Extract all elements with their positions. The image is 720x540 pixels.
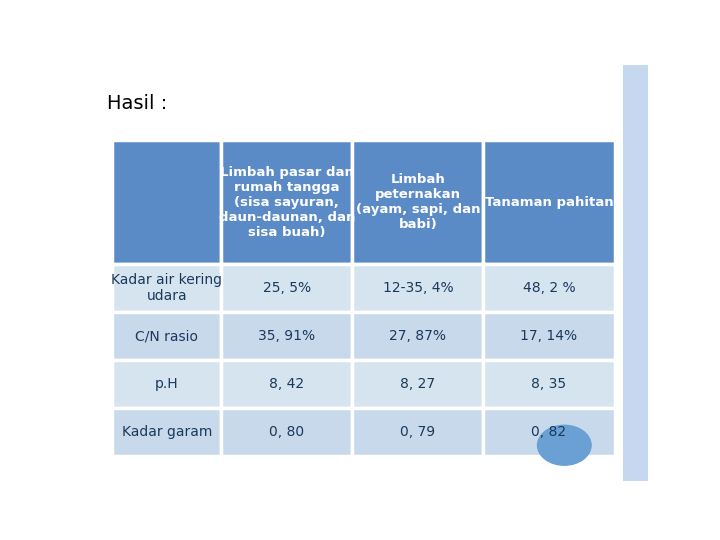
FancyBboxPatch shape: [352, 408, 483, 456]
Circle shape: [538, 426, 591, 465]
FancyBboxPatch shape: [221, 265, 352, 312]
Text: Hasil :: Hasil :: [107, 94, 167, 113]
FancyBboxPatch shape: [112, 408, 221, 456]
Text: 25, 5%: 25, 5%: [263, 281, 311, 295]
FancyBboxPatch shape: [483, 265, 615, 312]
FancyBboxPatch shape: [483, 140, 615, 265]
FancyBboxPatch shape: [221, 312, 352, 360]
Text: 8, 42: 8, 42: [269, 377, 305, 391]
FancyBboxPatch shape: [221, 140, 352, 265]
Text: 12-35, 4%: 12-35, 4%: [382, 281, 453, 295]
Text: 48, 2 %: 48, 2 %: [523, 281, 575, 295]
Text: Kadar air kering
udara: Kadar air kering udara: [111, 273, 222, 303]
Text: 27, 87%: 27, 87%: [390, 329, 446, 343]
Text: C/N rasio: C/N rasio: [135, 329, 198, 343]
FancyBboxPatch shape: [352, 312, 483, 360]
FancyBboxPatch shape: [352, 360, 483, 408]
FancyBboxPatch shape: [112, 312, 221, 360]
Text: 8, 35: 8, 35: [531, 377, 567, 391]
Text: Limbah
peternakan
(ayam, sapi, dan
babi): Limbah peternakan (ayam, sapi, dan babi): [356, 173, 480, 231]
Text: 17, 14%: 17, 14%: [521, 329, 577, 343]
FancyBboxPatch shape: [221, 360, 352, 408]
Text: 35, 91%: 35, 91%: [258, 329, 315, 343]
Text: Limbah pasar dan
rumah tangga
(sisa sayuran,
daun-daunan, dan
sisa buah): Limbah pasar dan rumah tangga (sisa sayu…: [218, 166, 355, 239]
Text: Kadar garam: Kadar garam: [122, 425, 212, 438]
FancyBboxPatch shape: [221, 408, 352, 456]
FancyBboxPatch shape: [112, 360, 221, 408]
Text: 0, 82: 0, 82: [531, 425, 567, 438]
FancyBboxPatch shape: [483, 408, 615, 456]
FancyBboxPatch shape: [112, 140, 221, 265]
FancyBboxPatch shape: [112, 265, 221, 312]
Text: p.H: p.H: [155, 377, 179, 391]
Text: 0, 79: 0, 79: [400, 425, 436, 438]
Text: Tanaman pahitan: Tanaman pahitan: [485, 195, 613, 208]
FancyBboxPatch shape: [352, 140, 483, 265]
Text: 8, 27: 8, 27: [400, 377, 436, 391]
FancyBboxPatch shape: [483, 360, 615, 408]
Text: 0, 80: 0, 80: [269, 425, 305, 438]
FancyBboxPatch shape: [483, 312, 615, 360]
FancyBboxPatch shape: [623, 65, 648, 481]
FancyBboxPatch shape: [352, 265, 483, 312]
